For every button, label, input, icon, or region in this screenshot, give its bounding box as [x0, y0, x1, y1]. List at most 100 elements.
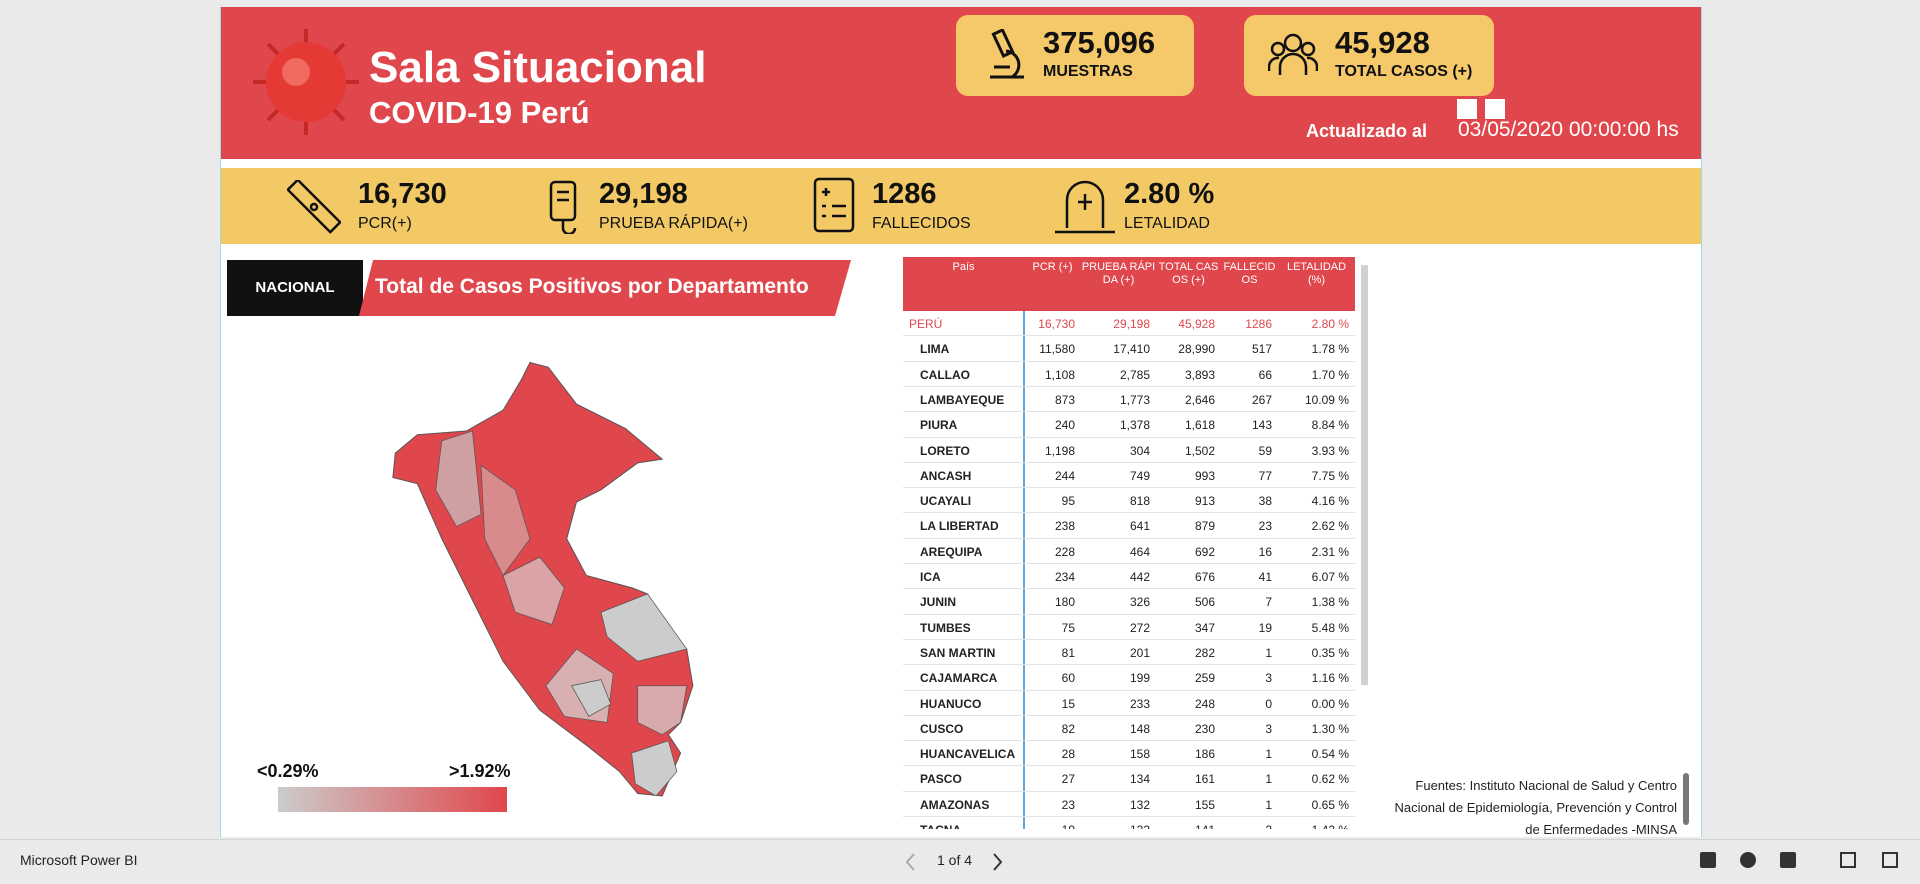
column-header: PCR (+)	[1032, 261, 1073, 273]
row-name: LIMA	[920, 342, 950, 357]
cell-value: 1.16 %	[1311, 671, 1349, 686]
row-line	[903, 436, 1355, 438]
cell-value: 818	[1129, 494, 1150, 509]
focus-button[interactable]	[1485, 99, 1505, 119]
row-name: CUSCO	[920, 721, 964, 736]
row-line	[903, 689, 1355, 691]
updated-label: Actualizado al	[1306, 121, 1428, 141]
cell-value: 38	[1258, 494, 1272, 509]
row-line	[903, 638, 1355, 640]
cell-value: 326	[1129, 595, 1150, 610]
cell-value: 155	[1194, 797, 1215, 812]
row-name: PIURA	[920, 418, 958, 433]
row-name: TACNA	[920, 823, 961, 829]
cell-value: 238	[1054, 519, 1075, 534]
cell-value: 77	[1258, 468, 1272, 483]
cell-value: 28,990	[1178, 342, 1215, 357]
source-line: de Enfermedades -MINSA	[1525, 822, 1677, 837]
cell-value: 1,773	[1119, 392, 1150, 407]
cell-value: 1.70 %	[1311, 367, 1349, 382]
summary-label: TOTAL CASOS (+)	[1335, 63, 1473, 80]
kpi-value: 2.80 %	[1124, 178, 1215, 210]
cell-value: 7.75 %	[1311, 468, 1349, 483]
cell-value: 234	[1054, 570, 1075, 584]
cell-value: 913	[1194, 494, 1215, 509]
cell-value: 464	[1129, 544, 1150, 559]
cell-value: 141	[1156, 823, 1215, 829]
cell-value: 2,785	[1119, 367, 1150, 382]
source-line: Nacional de Epidemiología, Prevención y …	[1394, 800, 1677, 815]
row-line	[903, 816, 1355, 817]
fullscreen[interactable]	[1882, 852, 1898, 868]
linkedin[interactable]	[1700, 852, 1716, 868]
cell-value: 749	[1129, 468, 1150, 483]
bottom-bar: Microsoft Power BI 1 of 4	[0, 839, 1920, 884]
cell-value: 248	[1194, 696, 1215, 711]
row-name: AREQUIPA	[920, 544, 983, 559]
column-header: País	[952, 261, 975, 273]
cell-value: 517	[1251, 342, 1272, 357]
section-tag: NACIONAL	[255, 279, 335, 296]
cell-value: 11,580	[1039, 342, 1075, 357]
microscope-icon	[990, 29, 1024, 79]
sources: Fuentes: Instituto Nacional de Salud y C…	[1394, 775, 1677, 837]
cell-value: 158	[1129, 747, 1150, 762]
cell-value: 19	[1258, 620, 1272, 635]
cell-value: 1.38 %	[1311, 595, 1349, 610]
row-line	[903, 487, 1355, 489]
cell-value: 59	[1258, 443, 1272, 458]
cell-value: 23	[1061, 797, 1075, 812]
cell-value: 132	[1129, 797, 1150, 812]
cell-value: 1	[1265, 645, 1272, 660]
cell-value: 122	[1081, 823, 1150, 829]
row-line	[903, 385, 1355, 387]
filter-button[interactable]	[1457, 99, 1477, 119]
row-name: ANCASH	[920, 468, 972, 483]
row-line	[903, 563, 1355, 564]
pcr-icon	[287, 180, 341, 234]
summary-value: 45,928	[1335, 25, 1430, 60]
data-table: País PCR (+) PRUEBA RÁPIDA (+) TOTAL CASOS …	[903, 257, 1355, 829]
header-band: Sala Situacional COVID-19 Perú 375,096 M…	[221, 7, 1701, 159]
cell-value: 0.62 %	[1311, 772, 1349, 787]
row-name: JUNIN	[920, 595, 957, 610]
cell-value: 692	[1194, 544, 1215, 559]
cell-value: 442	[1129, 570, 1150, 584]
row-line	[903, 790, 1355, 792]
cell-value: 16	[1258, 544, 1272, 559]
page-scroll[interactable]	[1683, 773, 1689, 825]
share[interactable]	[1840, 852, 1856, 868]
scrollbar[interactable]	[1361, 265, 1368, 685]
row-name: PERÚ	[909, 317, 943, 331]
cell-value: 3.93 %	[1311, 443, 1349, 458]
row-name: LAMBAYEQUE	[920, 392, 1005, 407]
cell-value: 1	[1265, 797, 1272, 812]
report-icon	[813, 177, 855, 233]
kpi-label: LETALIDAD	[1124, 215, 1210, 232]
cell-value: 282	[1194, 645, 1215, 660]
prev-page[interactable]	[904, 852, 918, 872]
row-line	[903, 714, 1355, 716]
subtitle: COVID-19 Perú	[369, 95, 590, 130]
cell-value: 45,928	[1178, 317, 1215, 331]
people-icon	[1268, 33, 1318, 75]
region	[571, 679, 612, 717]
cell-value: 199	[1129, 671, 1150, 686]
cell-value: 143	[1251, 418, 1272, 433]
kpi-band: 16,730 PCR(+) 29,198 PRUEBA RÁPIDA(+) 12…	[221, 168, 1701, 244]
cell-value: 676	[1194, 570, 1215, 584]
cell-value: 41	[1258, 570, 1272, 584]
facebook[interactable]	[1780, 852, 1796, 868]
cell-value: 75	[1061, 620, 1075, 635]
region	[600, 593, 688, 662]
twitter[interactable]	[1740, 852, 1756, 868]
row-name: CAJAMARCA	[920, 671, 998, 686]
table-header-bg	[903, 257, 1355, 311]
cell-value: 1,618	[1184, 418, 1215, 433]
summary-value: 375,096	[1043, 25, 1156, 60]
legend-min: <0.29%	[257, 761, 319, 781]
cell-value: 1,108	[1044, 367, 1075, 382]
row-name: SAN MARTIN	[920, 645, 996, 660]
cell-value: 272	[1129, 620, 1150, 635]
next-page[interactable]	[990, 852, 1004, 872]
